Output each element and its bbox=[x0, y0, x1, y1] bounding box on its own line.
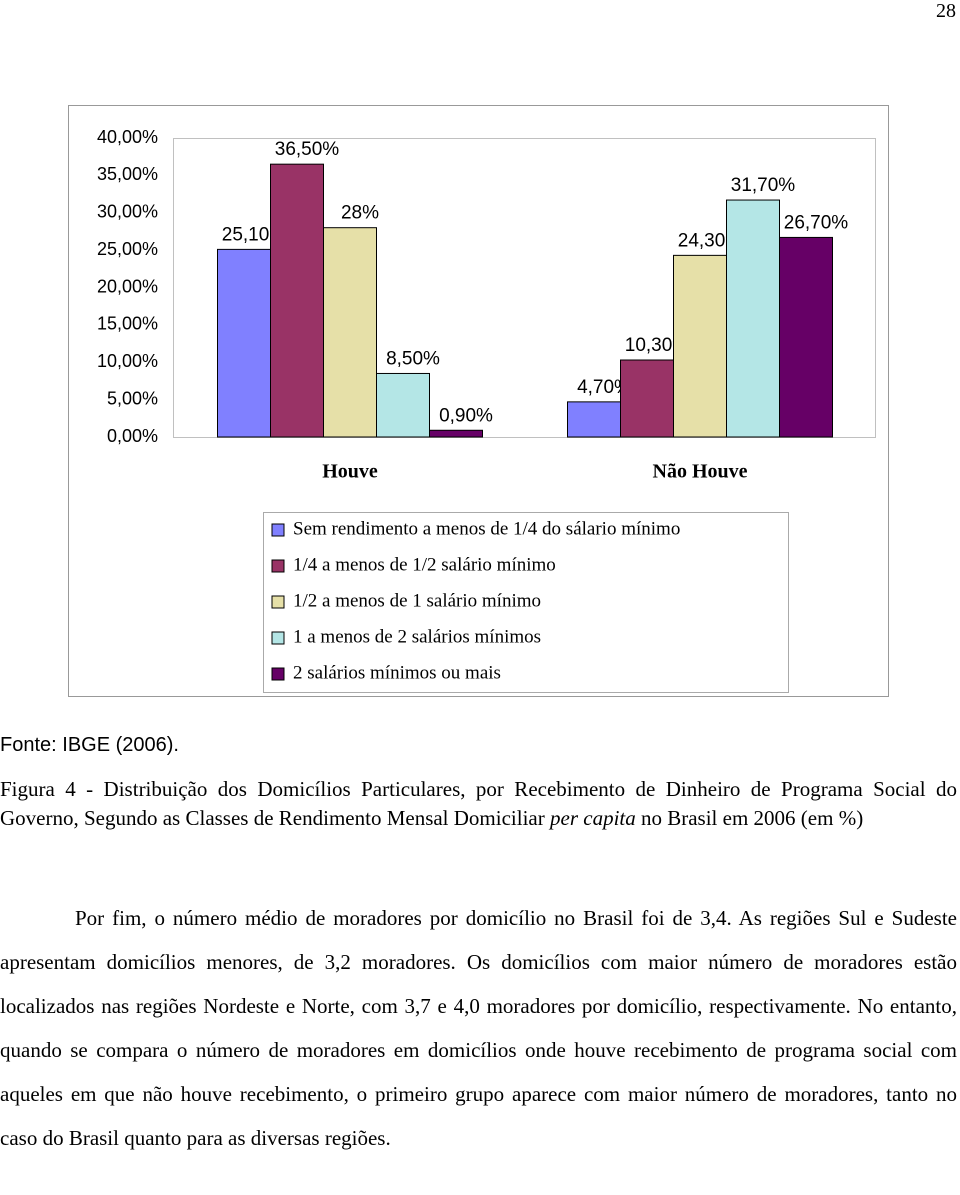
legend-label: 1/4 a menos de 1/2 salário mínimo bbox=[293, 554, 556, 575]
caption: Figura 4 - Distribuição dos Domicílios P… bbox=[0, 775, 957, 833]
legend-label: Sem rendimento a menos de 1/4 do sálario… bbox=[293, 518, 680, 539]
value-label: 26,70% bbox=[784, 212, 849, 233]
paragraph: Por fim, o número médio de moradores por… bbox=[0, 906, 957, 1150]
legend-swatch bbox=[271, 559, 285, 573]
chart: 0,00% 5,00% 10,00% 15,00% 20,00% 25,00% 30,00%… bbox=[68, 105, 889, 697]
value-label: 28% bbox=[341, 203, 379, 224]
y-tick-label: 15,00% bbox=[97, 314, 158, 334]
caption-italic: per capita bbox=[550, 806, 636, 830]
y-tick-label: 0,00% bbox=[107, 426, 158, 446]
value-label: 0,90% bbox=[439, 405, 493, 426]
legend-swatch bbox=[271, 631, 285, 645]
value-label: 8,50% bbox=[386, 348, 440, 369]
bar bbox=[270, 163, 324, 438]
y-tick-label: 25,00% bbox=[97, 239, 158, 259]
legend-swatch bbox=[271, 667, 285, 681]
bar bbox=[323, 227, 377, 438]
bar bbox=[726, 199, 780, 438]
legend-swatch bbox=[271, 595, 285, 609]
y-tick-label: 35,00% bbox=[97, 164, 158, 184]
x-tick-label: Houve bbox=[322, 461, 378, 483]
bar bbox=[567, 401, 621, 438]
bar bbox=[429, 429, 483, 438]
source: Fonte: IBGE (2006). bbox=[0, 734, 179, 756]
bar bbox=[673, 254, 727, 438]
bar bbox=[217, 248, 271, 438]
y-tick-label: 40,00% bbox=[97, 127, 158, 147]
bar bbox=[779, 236, 833, 438]
bar bbox=[620, 359, 674, 438]
value-label: 36,50% bbox=[275, 139, 340, 160]
page-number: 28 bbox=[936, 0, 956, 22]
value-label: 31,70% bbox=[731, 175, 796, 196]
x-tick-label: Não Houve bbox=[653, 461, 748, 483]
y-tick-label: 5,00% bbox=[107, 388, 158, 408]
y-tick-label: 30,00% bbox=[97, 202, 158, 222]
y-tick-label: 10,00% bbox=[97, 351, 158, 371]
legend-label: 1/2 a menos de 1 salário mínimo bbox=[293, 590, 541, 611]
legend-label: 2 salários mínimos ou mais bbox=[293, 662, 501, 683]
bar bbox=[376, 372, 430, 438]
caption-text: no Brasil em 2006 (em %) bbox=[635, 806, 864, 830]
legend-label: 1 a menos de 2 salários mínimos bbox=[293, 626, 541, 647]
caption-text: Figura 4 - Distribuição dos Domicílios P… bbox=[0, 777, 957, 830]
legend bbox=[263, 512, 789, 693]
legend-swatch bbox=[271, 523, 285, 537]
y-tick-label: 20,00% bbox=[97, 276, 158, 296]
value-label: 4,70% bbox=[577, 377, 631, 398]
